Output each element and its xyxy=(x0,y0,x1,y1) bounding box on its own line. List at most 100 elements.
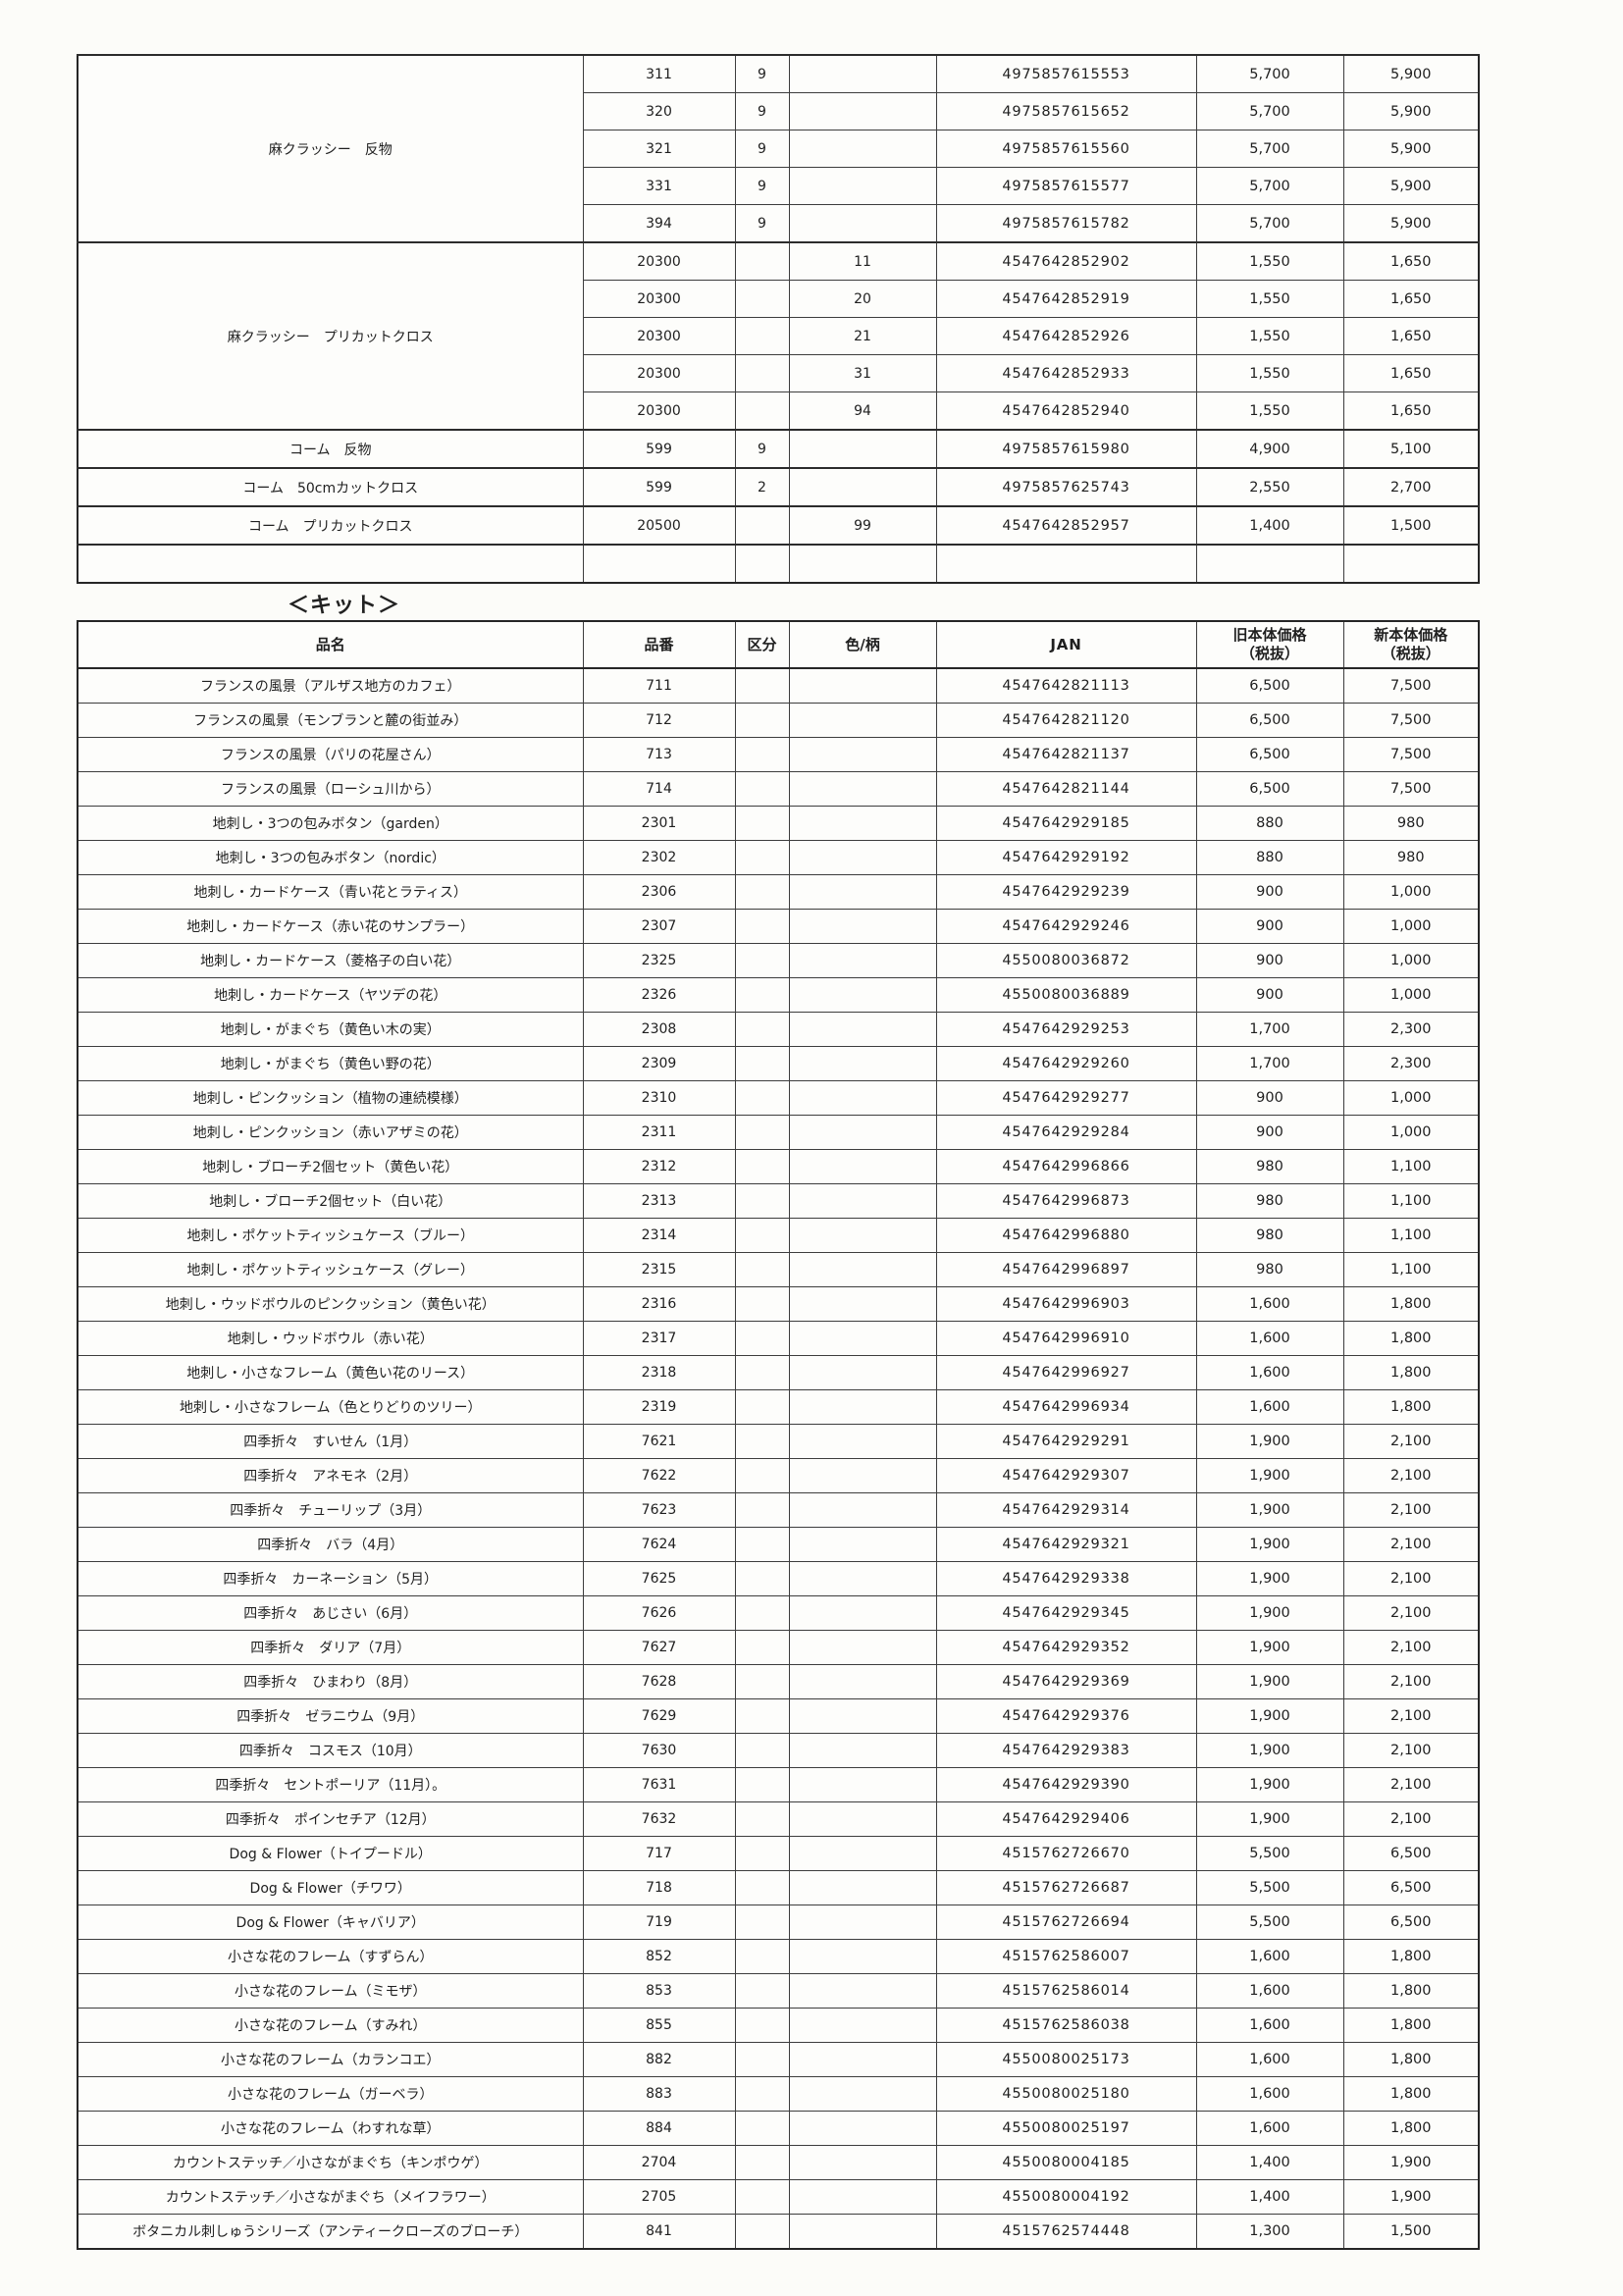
table-row: 四季折々 ダリア（7月） 7627 4547642929352 1,900 2,100 xyxy=(77,1630,1480,1665)
product-name-cell: 四季折々 すいせん（1月） xyxy=(77,1424,584,1459)
product-name-cell: 小さな花のフレーム（すずらん） xyxy=(77,1939,584,1974)
jan-code-cell: 4547642929390 xyxy=(935,1767,1197,1802)
color-pattern-cell xyxy=(788,1183,937,1219)
table-row: 四季折々 セントポーリア（11月）。 7631 4547642929390 1,900… xyxy=(77,1767,1480,1802)
table-row: カウントステッチ／小さながまぐち（メイフラワー） 2705 455008000419… xyxy=(77,2179,1480,2215)
jan-code-cell: 4550080025197 xyxy=(935,2111,1197,2146)
new-price-cell: 2,100 xyxy=(1342,1767,1480,1802)
old-price-cell: 1,550 xyxy=(1195,354,1344,392)
category-code-cell xyxy=(734,1801,790,1837)
color-pattern-cell xyxy=(788,737,937,772)
category-code-cell xyxy=(734,391,790,431)
table-row: フランスの風景（パリの花屋さん） 713 4547642821137 6,500 7,5… xyxy=(77,737,1480,772)
new-price-cell: 7,500 xyxy=(1342,771,1480,807)
old-price-cell: 1,900 xyxy=(1195,1527,1344,1562)
new-price-cell: 2,100 xyxy=(1342,1733,1480,1768)
color-pattern-cell xyxy=(788,54,937,93)
product-name-cell: Dog & Flower（チワワ） xyxy=(77,1870,584,1905)
jan-code-cell: 4547642929253 xyxy=(935,1012,1197,1047)
old-price-cell: 1,600 xyxy=(1195,1355,1344,1390)
table-row: 四季折々 すいせん（1月） 7621 4547642929291 1,900 2,100 xyxy=(77,1424,1480,1459)
new-price-cell: 980 xyxy=(1342,806,1480,841)
color-pattern-cell xyxy=(788,1527,937,1562)
color-pattern-cell: 20 xyxy=(788,280,937,318)
color-pattern-cell xyxy=(788,467,937,507)
color-pattern-cell xyxy=(788,2076,937,2112)
jan-code-cell: 4547642996897 xyxy=(935,1252,1197,1287)
color-pattern-cell xyxy=(788,806,937,841)
new-price-cell: 2,100 xyxy=(1342,1664,1480,1699)
product-name-cell: 地刺し・ウッドボウルのピンクッション（黄色い花） xyxy=(77,1286,584,1322)
product-code-cell: 883 xyxy=(582,2076,736,2112)
jan-code-cell: 4515762726687 xyxy=(935,1870,1197,1905)
category-code-cell xyxy=(734,1595,790,1631)
new-price-cell: 2,100 xyxy=(1342,1492,1480,1528)
product-name-cell: 麻クラッシー 反物 xyxy=(77,54,584,243)
new-price-cell: 1,000 xyxy=(1342,943,1480,978)
table-row: 地刺し・3つの包みボタン（garden） 2301 4547642929185 880… xyxy=(77,806,1480,841)
category-code-cell xyxy=(734,667,790,704)
category-code-cell xyxy=(734,737,790,772)
product-code-cell: 882 xyxy=(582,2042,736,2077)
category-code-cell: 2 xyxy=(734,467,790,507)
category-code-cell xyxy=(734,1664,790,1699)
color-pattern-cell xyxy=(788,130,937,168)
color-pattern-cell xyxy=(788,92,937,130)
jan-code-cell: 4547642852940 xyxy=(935,391,1197,431)
product-code-cell: 2307 xyxy=(582,909,736,944)
new-price-cell: 1,650 xyxy=(1342,354,1480,392)
product-name-cell: 四季折々 あじさい（6月） xyxy=(77,1595,584,1631)
product-code-cell: 20300 xyxy=(582,354,736,392)
color-pattern-cell xyxy=(788,840,937,875)
old-price-cell: 1,400 xyxy=(1195,505,1344,546)
product-code-cell: 331 xyxy=(582,167,736,205)
product-code-cell: 2318 xyxy=(582,1355,736,1390)
product-code-cell: 599 xyxy=(582,467,736,507)
category-code-cell xyxy=(734,1321,790,1356)
product-code-cell: 2319 xyxy=(582,1389,736,1425)
product-name-cell: 小さな花のフレーム（ガーベラ） xyxy=(77,2076,584,2112)
old-price-cell: 1,900 xyxy=(1195,1458,1344,1493)
product-code-cell: 20300 xyxy=(582,280,736,318)
jan-code-cell: 4547642929192 xyxy=(935,840,1197,875)
category-code-cell xyxy=(734,354,790,392)
old-price-cell: 1,700 xyxy=(1195,1046,1344,1081)
category-code-cell xyxy=(734,1012,790,1047)
new-price-cell: 7,500 xyxy=(1342,737,1480,772)
product-code-cell: 7625 xyxy=(582,1561,736,1596)
color-pattern-cell xyxy=(788,874,937,910)
color-pattern-cell xyxy=(788,2145,937,2180)
new-price-cell: 980 xyxy=(1342,840,1480,875)
jan-code-cell xyxy=(935,544,1197,584)
new-price-cell: 1,800 xyxy=(1342,2042,1480,2077)
category-code-cell xyxy=(734,977,790,1013)
category-code-cell xyxy=(734,1046,790,1081)
jan-code-cell: 4547642929307 xyxy=(935,1458,1197,1493)
jan-code-cell: 4515762586038 xyxy=(935,2008,1197,2043)
table-row: 地刺し・カードケース（菱格子の白い花） 2325 4550080036872 900 1… xyxy=(77,943,1480,978)
old-price-cell: 5,700 xyxy=(1195,54,1344,93)
product-name-cell: 地刺し・ポケットティッシュケース（グレー） xyxy=(77,1252,584,1287)
new-price-cell: 1,650 xyxy=(1342,280,1480,318)
old-price-cell: 5,700 xyxy=(1195,130,1344,168)
old-price-cell: 900 xyxy=(1195,1115,1344,1150)
jan-code-cell: 4547642996927 xyxy=(935,1355,1197,1390)
old-price-cell: 980 xyxy=(1195,1252,1344,1287)
category-code-cell: 9 xyxy=(734,204,790,243)
color-pattern-cell xyxy=(788,943,937,978)
color-pattern-cell xyxy=(788,1870,937,1905)
new-price-cell: 1,000 xyxy=(1342,1115,1480,1150)
jan-code-cell: 4547642929291 xyxy=(935,1424,1197,1459)
category-code-cell xyxy=(734,874,790,910)
new-price-cell: 2,100 xyxy=(1342,1458,1480,1493)
header-color-pattern: 色/柄 xyxy=(788,620,937,669)
color-pattern-cell: 94 xyxy=(788,391,937,431)
old-price-cell: 5,700 xyxy=(1195,92,1344,130)
color-pattern-cell xyxy=(788,1218,937,1253)
table-row: 321 9 4975857615560 5,700 5,900 xyxy=(78,130,1480,168)
table-row: ボタニカル刺しゅうシリーズ（アンティークローズのブローチ） 841 45157625… xyxy=(77,2214,1480,2250)
category-code-cell xyxy=(734,943,790,978)
table-row: 320 9 4975857615652 5,700 5,900 xyxy=(78,92,1480,130)
color-pattern-cell: 21 xyxy=(788,317,937,355)
product-name-cell: Dog & Flower（キャバリア） xyxy=(77,1905,584,1940)
